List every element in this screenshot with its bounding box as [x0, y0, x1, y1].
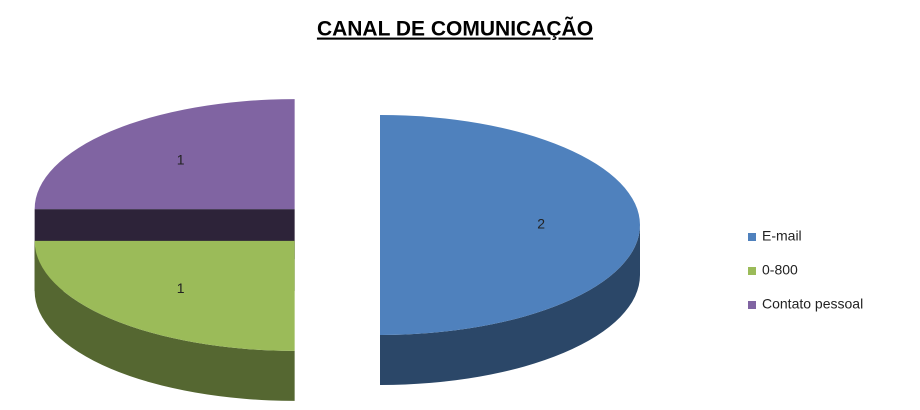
- slice-top: [34, 240, 295, 351]
- legend-label: 0-800: [762, 262, 798, 278]
- pie-slice: [380, 115, 640, 385]
- legend-label: E-mail: [762, 228, 802, 244]
- chart-title: CANAL DE COMUNICAÇÃO: [317, 18, 593, 41]
- legend-label: Contato pessoal: [762, 296, 863, 312]
- slice-top: [380, 115, 640, 335]
- slice-side: [34, 240, 295, 401]
- slice-top: [34, 99, 295, 210]
- legend-swatch: [748, 233, 756, 241]
- pie-slice: [34, 240, 295, 401]
- data-label: 2: [537, 216, 545, 232]
- legend-swatch: [748, 301, 756, 309]
- legend-swatch: [748, 267, 756, 275]
- slice-side: [380, 225, 640, 385]
- data-label: 1: [177, 280, 185, 296]
- pie-slice: [34, 99, 295, 260]
- data-label: 1: [177, 152, 185, 168]
